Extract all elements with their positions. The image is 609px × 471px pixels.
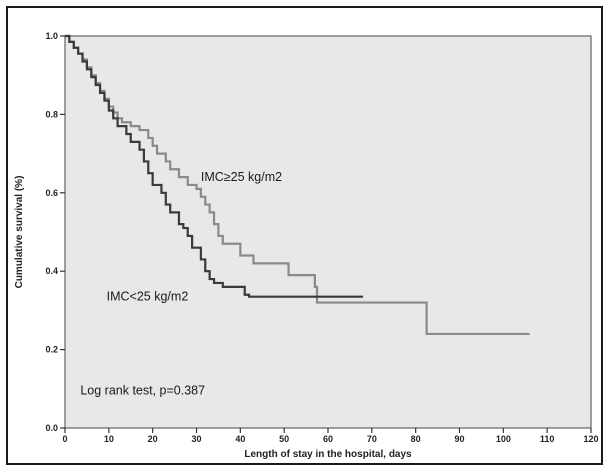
y-tick-label: 1.0 xyxy=(45,31,58,41)
x-tick-label: 70 xyxy=(367,434,377,444)
y-tick-label: 0.0 xyxy=(45,423,58,433)
annotation-3: Log rank test, p=0.387 xyxy=(80,384,205,398)
x-tick-label: 0 xyxy=(62,434,67,444)
y-tick-label: 0.4 xyxy=(45,266,58,276)
x-tick-label: 20 xyxy=(148,434,158,444)
figure-frame xyxy=(6,6,603,465)
x-tick-label: 80 xyxy=(411,434,421,444)
annotation-1: IMC≥25 kg/m2 xyxy=(201,170,282,184)
x-tick-label: 30 xyxy=(191,434,201,444)
annotation-2: IMC<25 kg/m2 xyxy=(107,290,189,304)
x-tick-label: 110 xyxy=(540,434,555,444)
y-tick-label: 0.6 xyxy=(45,188,58,198)
y-axis-title: Cumulative survival (%) xyxy=(14,176,25,289)
x-tick-label: 50 xyxy=(279,434,289,444)
x-tick-label: 100 xyxy=(496,434,511,444)
x-tick-label: 120 xyxy=(583,434,598,444)
y-tick-label: 0.2 xyxy=(45,345,58,355)
x-axis-title: Length of stay in the hospital, days xyxy=(244,449,412,460)
x-tick-label: 60 xyxy=(323,434,333,444)
annotation-layer: IMC≥25 kg/m2 IMC<25 kg/m2 Log rank test, p… xyxy=(80,170,282,398)
y-tick-label: 0.8 xyxy=(45,109,58,119)
series-layer xyxy=(65,34,530,336)
plot-area xyxy=(64,35,592,429)
x-tick-label: 90 xyxy=(454,434,464,444)
x-tick-label: 40 xyxy=(235,434,245,444)
axes: 0.0 0.2 0.4 0.6 0.8 1.0 0 10 20 30 40 50 60 70 80 90 100… xyxy=(45,31,598,444)
x-tick-label: 10 xyxy=(104,434,114,444)
series-line-2 xyxy=(65,34,364,298)
